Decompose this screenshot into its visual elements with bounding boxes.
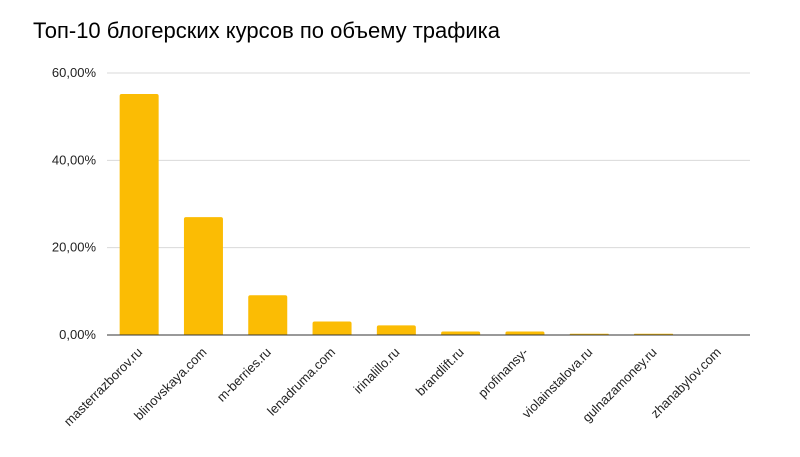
x-tick-label: profinansy- (475, 345, 531, 401)
y-tick-label: 60,00% (52, 65, 97, 80)
bar-irinalillo-ru (376, 325, 416, 335)
x-tick-label: m-berries.ru (214, 345, 274, 405)
x-tick-label: zhanabylov.com (648, 345, 724, 421)
x-tick-label: brandlift.ru (413, 345, 467, 399)
bar-profinansy (505, 331, 545, 335)
y-tick-label: 20,00% (52, 240, 97, 255)
bar-blinovskaya-com (183, 217, 223, 335)
bar-brandlift-ru (441, 331, 481, 335)
y-axis-ticks: 0,00% 20,00% 40,00% 60,00% (52, 65, 97, 342)
x-tick-label: masterrazborov.ru (61, 345, 146, 430)
chart-title: Топ-10 блогерских курсов по объему трафи… (33, 18, 501, 43)
y-tick-label: 0,00% (59, 327, 96, 342)
x-tick-label: irinalillo.ru (350, 345, 402, 397)
bars (119, 93, 674, 336)
bar-masterrazborov-ru (119, 93, 159, 336)
x-tick-label: lenadruma.com (264, 345, 338, 419)
y-tick-label: 40,00% (52, 152, 97, 167)
bar-m-berries-ru (248, 295, 288, 335)
bar-lenadruma-com (312, 321, 352, 335)
